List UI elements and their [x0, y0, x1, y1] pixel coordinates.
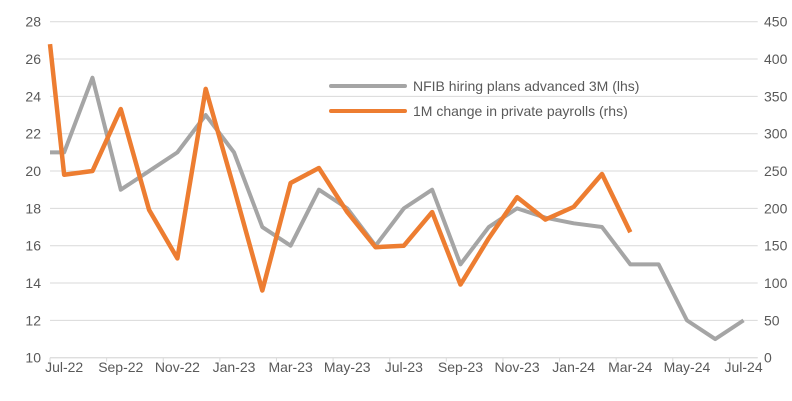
- x-axis-tick-label: May-24: [664, 359, 711, 375]
- x-axis-tick-label: Nov-22: [155, 359, 200, 375]
- left-axis-tick-label: 20: [25, 163, 41, 179]
- right-axis-tick-label: 400: [764, 51, 788, 67]
- left-axis-tick-label: 14: [25, 275, 41, 291]
- legend-label-payrolls: 1M change in private payrolls (rhs): [413, 103, 628, 119]
- x-axis-tick-label: Sep-22: [98, 359, 143, 375]
- x-axis-tick-label: Nov-23: [495, 359, 540, 375]
- x-axis-tick-label: Jan-24: [552, 359, 595, 375]
- private-payrolls-line: [47, 43, 633, 293]
- left-axis-tick-label: 10: [25, 350, 41, 366]
- gray-line-sample-icon: [329, 84, 407, 88]
- left-axis-tick-label: 12: [25, 312, 41, 328]
- right-axis-tick-label: 200: [764, 200, 788, 216]
- right-axis-tick-label: 150: [764, 238, 788, 254]
- nfib-hiring-plans-line: [50, 75, 745, 342]
- x-axis-tick-label: Jul-23: [385, 359, 423, 375]
- left-axis-tick-label: 24: [25, 88, 41, 104]
- legend-label-nfib: NFIB hiring plans advanced 3M (lhs): [413, 78, 640, 94]
- x-axis-tick-label: Jan-23: [213, 359, 256, 375]
- legend-item-payrolls: 1M change in private payrolls (rhs): [329, 103, 639, 119]
- right-axis-tick-label: 300: [764, 126, 788, 142]
- right-axis-tick-label: 250: [764, 163, 788, 179]
- x-axis-tick-label: Jul-24: [724, 359, 762, 375]
- x-axis-tick-label: Mar-23: [268, 359, 313, 375]
- left-axis-tick-label: 22: [25, 126, 41, 142]
- right-axis-tick-label: 50: [764, 312, 780, 328]
- right-axis-tick-label: 100: [764, 275, 788, 291]
- right-axis-tick-label: 0: [764, 350, 772, 366]
- x-axis-tick-label: Mar-24: [608, 359, 653, 375]
- right-axis-tick-label: 350: [764, 88, 788, 104]
- x-axis-tick-label: Jul-22: [45, 359, 83, 375]
- left-axis-tick-label: 28: [25, 14, 41, 30]
- x-axis-tick-label: May-23: [324, 359, 371, 375]
- left-axis-tick-label: 26: [25, 51, 41, 67]
- left-axis-tick-label: 18: [25, 200, 41, 216]
- right-axis-tick-label: 450: [764, 14, 788, 30]
- legend-item-nfib: NFIB hiring plans advanced 3M (lhs): [329, 78, 639, 94]
- x-axis-tick-label: Sep-23: [438, 359, 483, 375]
- chart-legend: NFIB hiring plans advanced 3M (lhs) 1M c…: [329, 78, 639, 119]
- left-axis-tick-label: 16: [25, 238, 41, 254]
- orange-line-sample-icon: [329, 109, 407, 113]
